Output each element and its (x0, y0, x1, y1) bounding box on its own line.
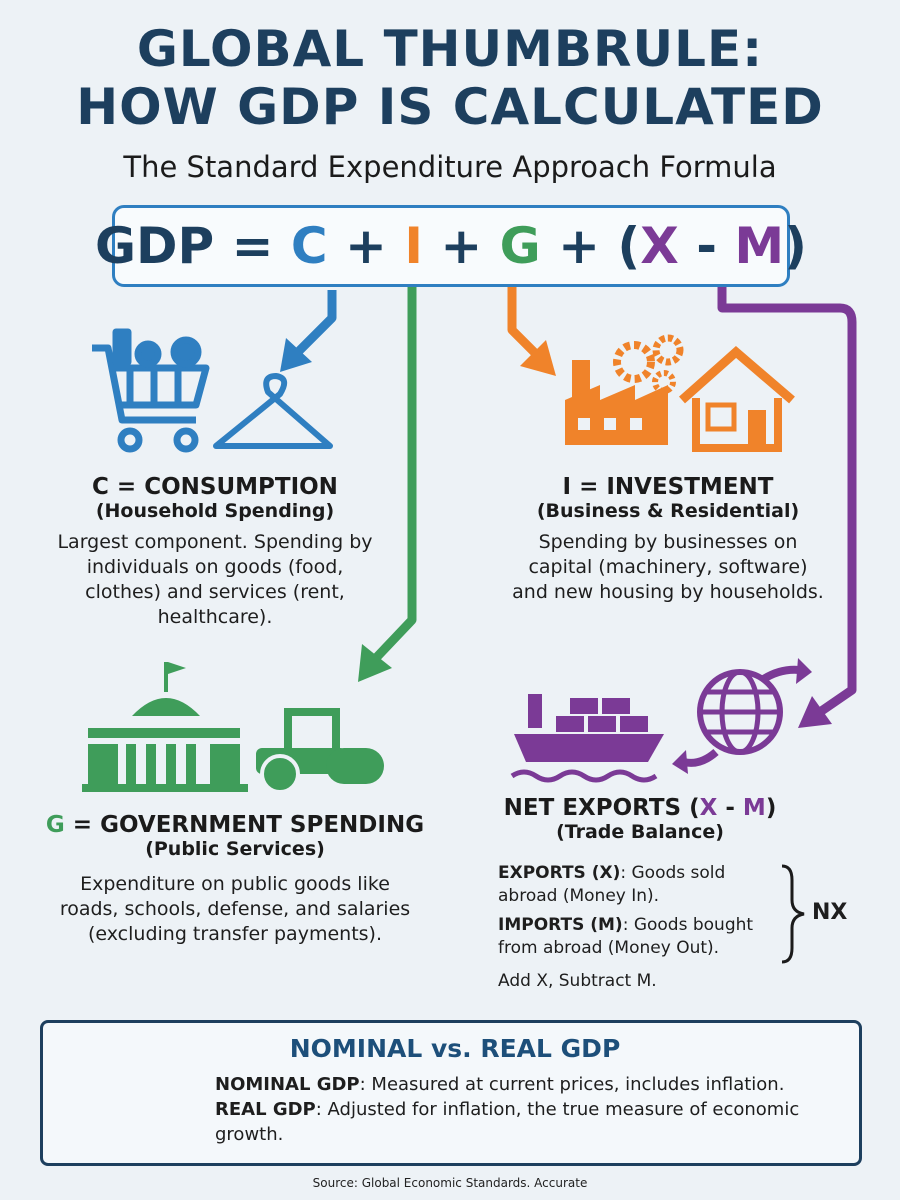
item: EXPORTS (X): Goods sold abroad (Money In… (498, 862, 778, 908)
arrowhead-i (520, 340, 556, 376)
text-part: X (699, 795, 718, 821)
section-title: C = CONSUMPTION (30, 474, 400, 500)
text-part: M (734, 217, 785, 275)
text-part: + (540, 217, 618, 275)
arrowhead-nx (798, 696, 832, 728)
section-subtitle: (Business & Residential) (536, 500, 800, 522)
nominal-real-items: NOMINAL GDP: Measured at current prices,… (215, 1072, 845, 1147)
section-title: G = GOVERNMENT SPENDING (20, 812, 450, 838)
investment-icons (565, 334, 795, 452)
nx-label: NX (812, 900, 848, 925)
consumption-section: C = CONSUMPTION (Household Spending) Lar… (30, 474, 400, 630)
section-title: NET EXPORTS (X - M) (490, 795, 790, 821)
net-exports-items: EXPORTS (X): Goods sold abroad (Money In… (498, 862, 778, 966)
investment-section: I = INVESTMENT (Business & Residential) … (478, 474, 858, 605)
text-part: I = INVESTMENT (562, 474, 774, 500)
arrows (280, 287, 857, 728)
text-part: G (499, 217, 541, 275)
text-part: + (327, 217, 405, 275)
title-line-2: HOW GDP IS CALCULATED (76, 78, 824, 136)
text-part: - (717, 795, 743, 821)
text-part: + (422, 217, 500, 275)
item-text: : Adjusted for inflation, the true measu… (215, 1099, 800, 1145)
text-part: M (742, 795, 766, 821)
item-label: NOMINAL GDP (215, 1074, 360, 1095)
text-part: GDP = (94, 217, 291, 275)
net-exports-icons (510, 658, 812, 964)
nominal-real-title: NOMINAL vs. REAL GDP (289, 1034, 621, 1063)
text-part: C = CONSUMPTION (92, 474, 338, 500)
footer-source: Source: Global Economic Standards. Accur… (312, 1176, 588, 1190)
net-exports-note: Add X, Subtract M. (498, 971, 657, 991)
government-icons (82, 662, 384, 794)
text-part: ) (784, 217, 808, 275)
item-label: REAL GDP (215, 1099, 316, 1120)
section-subtitle: (Household Spending) (95, 500, 335, 522)
text-part: NET EXPORTS ( (503, 795, 700, 821)
item-text: : Goods bought from abroad (Money Out). (498, 915, 754, 958)
item-text: : Measured at current prices, includes i… (359, 1074, 785, 1095)
government-section: G = GOVERNMENT SPENDING (Public Services… (20, 812, 450, 947)
subtitle: The Standard Expenditure Approach Formul… (123, 150, 777, 184)
text-part: ( (617, 217, 641, 275)
arrowhead-g (358, 644, 392, 682)
item-label: IMPORTS (M) (498, 915, 623, 935)
arrowhead-c (280, 338, 312, 372)
text-part: I (404, 217, 423, 275)
text-part: = GOVERNMENT SPENDING (64, 812, 425, 838)
text-part: G (45, 812, 65, 838)
text-part: C (290, 217, 328, 275)
item: NOMINAL GDP: Measured at current prices,… (215, 1072, 845, 1097)
item: REAL GDP: Adjusted for inflation, the tr… (215, 1097, 845, 1147)
title-line-1: GLOBAL THUMBRULE: (136, 20, 764, 78)
text-part: - (678, 217, 735, 275)
nominal-real-box (40, 1020, 862, 1166)
item-text: : Goods sold abroad (Money In). (498, 863, 726, 906)
section-subtitle: (Trade Balance) (556, 821, 724, 843)
text-part: X (640, 217, 679, 275)
net-exports-section: NET EXPORTS (X - M) (Trade Balance) (490, 795, 790, 843)
section-body: Largest component. Spending by individua… (57, 531, 373, 628)
text-part: ) (765, 795, 777, 821)
consumption-icons (92, 328, 333, 453)
formula: GDP = C + I + G + (X - M) (95, 205, 807, 287)
item: IMPORTS (M): Goods bought from abroad (M… (498, 914, 778, 960)
arrow-nx (717, 287, 857, 716)
arrow-c (294, 290, 337, 356)
section-title: I = INVESTMENT (478, 474, 858, 500)
item-label: EXPORTS (X) (498, 863, 621, 883)
section-body: Spending by businesses on capital (machi… (512, 531, 824, 603)
arrow-i (507, 287, 540, 358)
arrow-g (372, 287, 417, 662)
section-body: Expenditure on public goods like roads, … (59, 873, 411, 945)
section-subtitle: (Public Services) (145, 838, 325, 860)
